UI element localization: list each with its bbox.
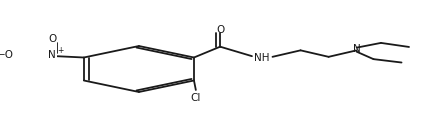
Text: N: N (48, 50, 56, 60)
Text: NH: NH (254, 52, 269, 63)
Text: +: + (57, 46, 64, 55)
Text: O: O (216, 25, 224, 35)
Text: −O: −O (0, 50, 14, 60)
Text: Cl: Cl (191, 93, 201, 103)
Text: N: N (353, 44, 361, 54)
Text: O: O (48, 34, 56, 44)
